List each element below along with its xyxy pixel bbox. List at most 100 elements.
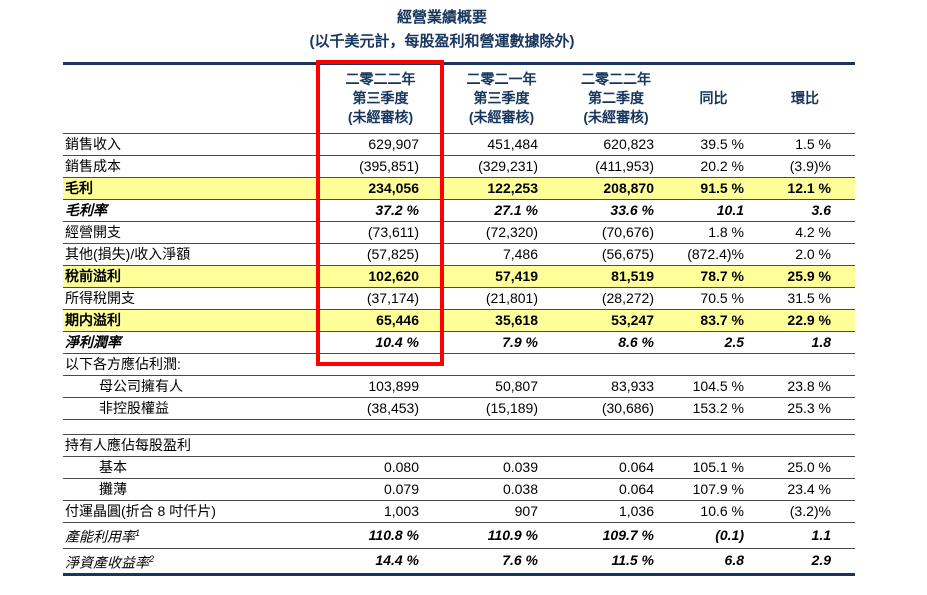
cell-value: 0.079 <box>318 478 443 501</box>
cell-value: 25.0 % <box>755 456 855 479</box>
column-header-2022q3: 二零二二年 第三季度 (未經審核) <box>318 63 443 134</box>
cell-value <box>672 434 755 457</box>
row-label: 持有人應佔每股盈利 <box>63 434 318 457</box>
row-label: 稅前溢利 <box>63 265 318 288</box>
table-row: 攤薄 0.079 0.038 0.064 107.9 % 23.4 % <box>63 478 855 501</box>
cell-value: 50,807 <box>443 375 560 398</box>
page-title: 經營業績概要 <box>396 9 487 26</box>
cell-value: (57,825) <box>318 243 443 266</box>
row-label: 淨資產收益率2 <box>63 548 318 577</box>
table-row: 以下各方應佔利潤: <box>63 353 855 376</box>
cell-value: (30,686) <box>560 397 672 420</box>
cell-value: 23.8 % <box>755 375 855 398</box>
cell-value: 39.5 % <box>672 133 755 156</box>
cell-value: 3.6 <box>755 199 855 222</box>
cell-value: 4.2 % <box>755 221 855 244</box>
cell-value: 10.4 % <box>318 331 443 354</box>
cell-value: 11.5 % <box>560 548 672 577</box>
cell-value: 83.7 % <box>672 309 755 332</box>
cell-value: 208,870 <box>560 177 672 200</box>
cell-value: (3.2)% <box>755 500 855 523</box>
cell-value: 91.5 % <box>672 177 755 200</box>
footnote-marker: 1 <box>135 528 141 538</box>
cell-value: 83,933 <box>560 375 672 398</box>
spacer-row <box>63 419 855 435</box>
cell-value: 31.5 % <box>755 287 855 310</box>
cell-value: 6.8 <box>672 548 755 577</box>
page-subtitle: (以千美元計，每股盈利和營運數據除外) <box>309 33 575 50</box>
row-label: 期内溢利 <box>63 309 318 332</box>
cell-value: 37.2 % <box>318 199 443 222</box>
cell-value: 1,036 <box>560 500 672 523</box>
row-label: 非控股權益 <box>63 397 318 420</box>
cell-value: 81,519 <box>560 265 672 288</box>
cell-value <box>755 419 855 435</box>
cell-value: 1,003 <box>318 500 443 523</box>
cell-value: (395,851) <box>318 155 443 178</box>
table-row: 基本 0.080 0.039 0.064 105.1 % 25.0 % <box>63 456 855 479</box>
cell-value: 7.9 % <box>443 331 560 354</box>
cell-value: (37,174) <box>318 287 443 310</box>
table-row: 經營開支 (73,611) (72,320) (70,676) 1.8 % 4.2 % <box>63 221 855 244</box>
cell-value: 2.9 <box>755 548 855 577</box>
cell-value: 2.0 % <box>755 243 855 266</box>
row-label: 以下各方應佔利潤: <box>63 353 318 376</box>
cell-value: 65,446 <box>318 309 443 332</box>
cell-value: 234,056 <box>318 177 443 200</box>
table-row: 淨利潤率 10.4 % 7.9 % 8.6 % 2.5 1.8 <box>63 331 855 354</box>
cell-value: (3.9)% <box>755 155 855 178</box>
row-label: 經營開支 <box>63 221 318 244</box>
row-label: 毛利 <box>63 177 318 200</box>
row-label <box>63 419 318 435</box>
cell-value: 107.9 % <box>672 478 755 501</box>
cell-value: 25.9 % <box>755 265 855 288</box>
cell-value: 57,419 <box>443 265 560 288</box>
cell-value: (411,953) <box>560 155 672 178</box>
column-header-label <box>63 63 318 134</box>
cell-value: 8.6 % <box>560 331 672 354</box>
report-header: 經營業績概要 (以千美元計，每股盈利和營運數據除外) <box>0 8 884 53</box>
cell-value: 102,620 <box>318 265 443 288</box>
cell-value: 12.1 % <box>755 177 855 200</box>
cell-value: (38,453) <box>318 397 443 420</box>
cell-value: (15,189) <box>443 397 560 420</box>
cell-value: 70.5 % <box>672 287 755 310</box>
cell-value: 1.8 % <box>672 221 755 244</box>
row-label: 銷售成本 <box>63 155 318 178</box>
cell-value: 53,247 <box>560 309 672 332</box>
table-row: 所得稅開支 (37,174) (21,801) (28,272) 70.5 % 31.5 … <box>63 287 855 310</box>
cell-value: 104.5 % <box>672 375 755 398</box>
table-row: 持有人應佔每股盈利 <box>63 434 855 457</box>
cell-value: (72,320) <box>443 221 560 244</box>
cell-value: 103,899 <box>318 375 443 398</box>
cell-value <box>672 353 755 376</box>
table-row: 其他(損失)/收入淨額 (57,825) 7,486 (56,675) (872.4)%… <box>63 243 855 266</box>
cell-value: (28,272) <box>560 287 672 310</box>
cell-value <box>560 434 672 457</box>
cell-value: 0.080 <box>318 456 443 479</box>
table-row: 淨資產收益率2 14.4 % 7.6 % 11.5 % 6.8 2.9 <box>63 548 855 577</box>
cell-value: 0.064 <box>560 456 672 479</box>
row-label: 其他(損失)/收入淨額 <box>63 243 318 266</box>
cell-value <box>318 419 443 435</box>
table-header: 二零二二年 第三季度 (未經審核) 二零二一年 第三季度 (未經審核) 二零二二… <box>63 63 855 134</box>
cell-value <box>318 353 443 376</box>
cell-value: 907 <box>443 500 560 523</box>
cell-value: 620,823 <box>560 133 672 156</box>
row-label: 淨利潤率 <box>63 331 318 354</box>
row-label: 基本 <box>63 456 318 479</box>
cell-value <box>443 353 560 376</box>
cell-value: 110.8 % <box>318 522 443 549</box>
cell-value: 122,253 <box>443 177 560 200</box>
cell-value <box>443 419 560 435</box>
table-row: 付運晶圓(折合 8 吋仟片) 1,003 907 1,036 10.6 % (3.2)% <box>63 500 855 523</box>
cell-value: (872.4)% <box>672 243 755 266</box>
cell-value: 451,484 <box>443 133 560 156</box>
row-label: 付運晶圓(折合 8 吋仟片) <box>63 500 318 523</box>
row-label: 毛利率 <box>63 199 318 222</box>
cell-value <box>672 419 755 435</box>
cell-value: 109.7 % <box>560 522 672 549</box>
column-header-qoq: 環比 <box>755 63 855 134</box>
cell-value: 20.2 % <box>672 155 755 178</box>
cell-value <box>318 434 443 457</box>
